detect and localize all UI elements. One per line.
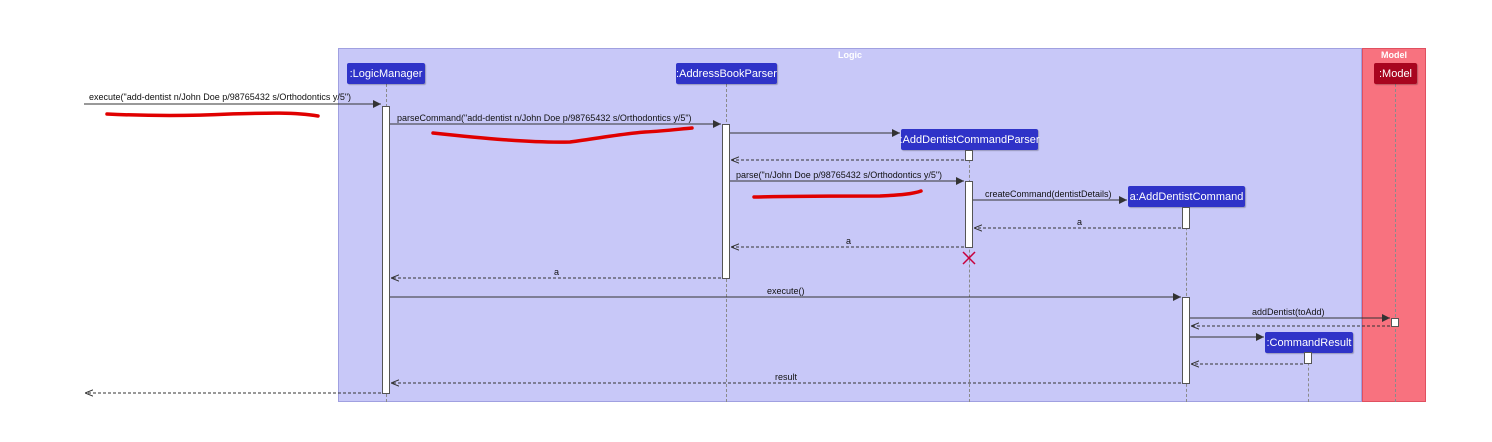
command-constructor-activation xyxy=(1182,207,1190,229)
model-participant: :Model xyxy=(1374,63,1417,84)
parse-command-label: parseCommand("add-dentist n/John Doe p/9… xyxy=(397,113,692,123)
command-result-lifeline xyxy=(1308,352,1309,402)
logic-manager-activation xyxy=(382,106,390,394)
parse-label: parse("n/John Doe p/98765432 s/Orthodont… xyxy=(736,170,943,180)
logic-package-title: Logic xyxy=(838,50,862,60)
command-execute-activation xyxy=(1182,297,1190,384)
command-result-participant: :CommandResult xyxy=(1265,332,1353,353)
address-book-parser-activation xyxy=(722,124,730,279)
parse-return-label: a xyxy=(846,236,852,246)
command-return-label: a xyxy=(1077,217,1083,227)
add-dentist-command-participant: a:AddDentistCommand xyxy=(1128,186,1245,207)
add-dentist-label: addDentist(toAdd) xyxy=(1252,307,1325,317)
parser-constructor-activation xyxy=(965,150,973,161)
parse-command-return-label: a xyxy=(554,267,560,277)
destroy-mark xyxy=(962,251,976,265)
model-activation xyxy=(1391,318,1399,327)
model-package: Model xyxy=(1362,48,1426,402)
result-label: result xyxy=(775,372,798,382)
execute-input-label: execute("add-dentist n/John Doe p/987654… xyxy=(89,92,352,102)
address-book-parser-participant: :AddressBookParser xyxy=(676,63,777,84)
annotation-underline-execute xyxy=(105,111,320,118)
execute-label: execute() xyxy=(767,286,805,296)
command-result-activation xyxy=(1304,352,1312,364)
model-lifeline xyxy=(1395,84,1396,402)
parser-parse-activation xyxy=(965,181,973,248)
add-dentist-command-parser-lifeline xyxy=(969,150,970,402)
annotation-underline-parse-command xyxy=(431,126,694,144)
annotation-underline-parse xyxy=(752,189,923,199)
logic-package: Logic xyxy=(338,48,1362,402)
model-package-title: Model xyxy=(1381,50,1407,60)
create-command-label: createCommand(dentistDetails) xyxy=(985,189,1112,199)
add-dentist-command-parser-participant: :AddDentistCommandParser xyxy=(900,129,1040,150)
logic-manager-participant: :LogicManager xyxy=(347,63,425,84)
